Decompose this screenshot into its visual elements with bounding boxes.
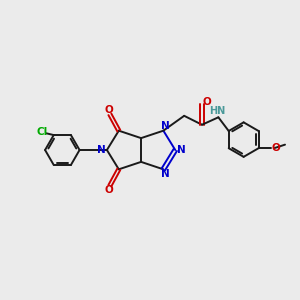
Text: O: O	[104, 184, 113, 194]
Text: HN: HN	[209, 106, 225, 116]
Text: N: N	[161, 169, 170, 179]
Text: N: N	[177, 145, 186, 155]
Text: O: O	[203, 98, 212, 107]
Text: Cl: Cl	[37, 127, 48, 137]
Text: N: N	[161, 121, 170, 130]
Text: O: O	[272, 143, 280, 153]
Text: N: N	[98, 145, 106, 155]
Text: O: O	[104, 106, 113, 116]
